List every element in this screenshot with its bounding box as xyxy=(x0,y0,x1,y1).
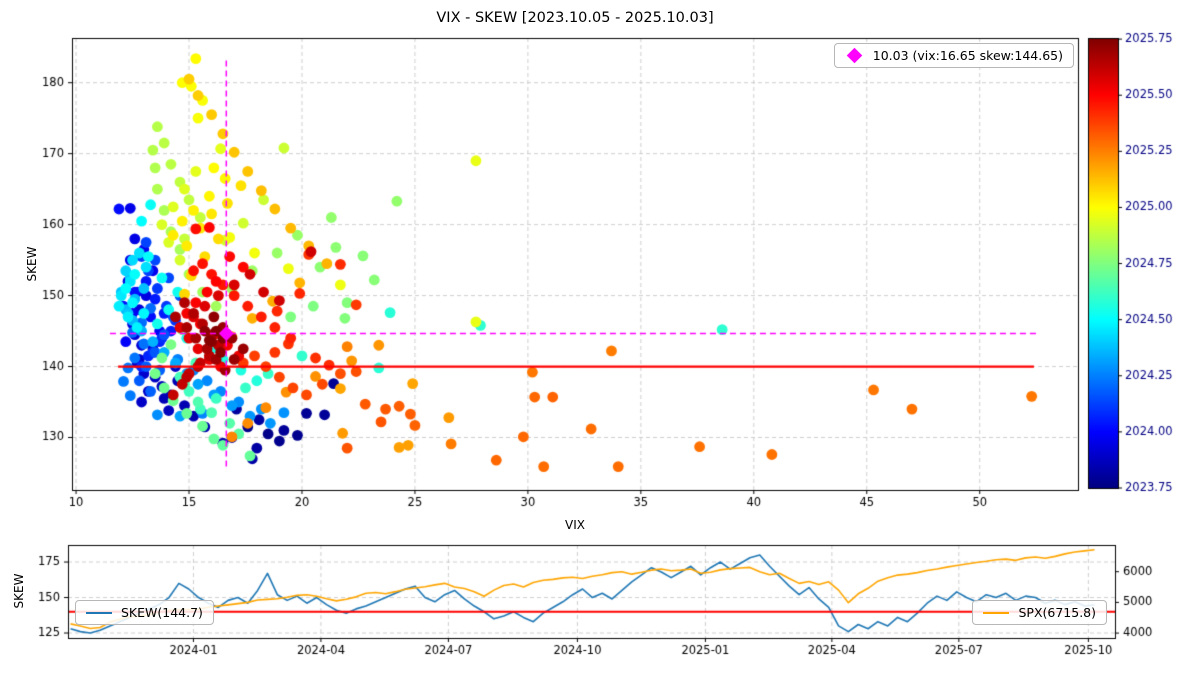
skew-legend-label: SKEW(144.7) xyxy=(121,605,203,620)
bottom-y-axis-label: SKEW xyxy=(12,573,26,609)
spx-legend-label: SPX(6715.8) xyxy=(1018,605,1096,620)
y-axis-label: SKEW xyxy=(25,246,39,282)
scatter-legend-label: 10.03 (vix:16.65 skew:144.65) xyxy=(872,48,1063,63)
scatter-legend: 10.03 (vix:16.65 skew:144.65) xyxy=(833,43,1074,68)
skew-line-swatch-icon xyxy=(86,611,112,614)
chart-title: VIX - SKEW [2023.10.05 - 2025.10.03] xyxy=(436,10,714,26)
x-axis-label: VIX xyxy=(565,518,585,532)
spx-line-swatch-icon xyxy=(983,611,1010,614)
skew-series-legend: SKEW(144.7) xyxy=(75,600,214,625)
spx-series-legend: SPX(6715.8) xyxy=(972,600,1107,625)
diamond-marker-icon xyxy=(846,47,863,64)
